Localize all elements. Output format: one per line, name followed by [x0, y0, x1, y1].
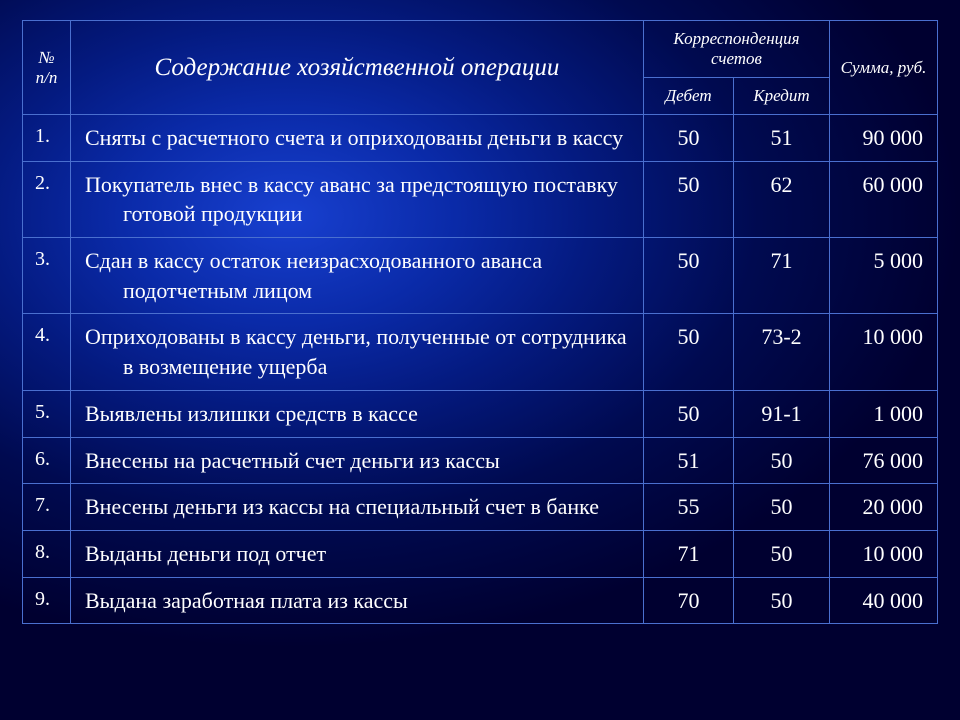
- cell-desc: Сняты с расчетного счета и оприходованы …: [71, 115, 644, 162]
- cell-credit: 51: [733, 115, 829, 162]
- table-row: 1. Сняты с расчетного счета и оприходова…: [23, 115, 938, 162]
- cell-credit: 62: [733, 161, 829, 237]
- cell-num: 6.: [23, 437, 71, 484]
- cell-desc: Оприходованы в кассу деньги, полученные …: [71, 314, 644, 390]
- cell-sum: 40 000: [830, 577, 938, 624]
- cell-sum: 90 000: [830, 115, 938, 162]
- cell-debit: 55: [643, 484, 733, 531]
- cell-num: 9.: [23, 577, 71, 624]
- table-row: 7. Внесены деньги из кассы на специальны…: [23, 484, 938, 531]
- header-credit: Кредит: [733, 78, 829, 115]
- cell-num: 8.: [23, 530, 71, 577]
- cell-credit: 73-2: [733, 314, 829, 390]
- cell-sum: 60 000: [830, 161, 938, 237]
- cell-debit: 50: [643, 115, 733, 162]
- header-corr: Корреспонденция счетов: [643, 21, 829, 78]
- slide-container: № п/п Содержание хозяйственной операции …: [0, 0, 960, 634]
- cell-credit: 91-1: [733, 390, 829, 437]
- cell-credit: 50: [733, 577, 829, 624]
- cell-num: 1.: [23, 115, 71, 162]
- cell-desc: Сдан в кассу остаток неизрасходованного …: [71, 238, 644, 314]
- table-row: 5. Выявлены излишки средств в кассе 50 9…: [23, 390, 938, 437]
- table-body: 1. Сняты с расчетного счета и оприходова…: [23, 115, 938, 624]
- cell-debit: 50: [643, 390, 733, 437]
- cell-sum: 76 000: [830, 437, 938, 484]
- cell-sum: 5 000: [830, 238, 938, 314]
- cell-num: 2.: [23, 161, 71, 237]
- header-sum: Сумма, руб.: [830, 21, 938, 115]
- cell-debit: 50: [643, 314, 733, 390]
- table-row: 4. Оприходованы в кассу деньги, полученн…: [23, 314, 938, 390]
- cell-desc: Выдана заработная плата из кассы: [71, 577, 644, 624]
- table-row: 3. Сдан в кассу остаток неизрасходованно…: [23, 238, 938, 314]
- cell-num: 7.: [23, 484, 71, 531]
- table-row: 9. Выдана заработная плата из кассы 70 5…: [23, 577, 938, 624]
- cell-credit: 50: [733, 530, 829, 577]
- cell-num: 4.: [23, 314, 71, 390]
- cell-debit: 50: [643, 238, 733, 314]
- cell-desc: Покупатель внес в кассу аванс за предсто…: [71, 161, 644, 237]
- cell-debit: 71: [643, 530, 733, 577]
- cell-credit: 50: [733, 437, 829, 484]
- cell-sum: 10 000: [830, 314, 938, 390]
- cell-sum: 1 000: [830, 390, 938, 437]
- cell-sum: 20 000: [830, 484, 938, 531]
- cell-debit: 51: [643, 437, 733, 484]
- cell-debit: 50: [643, 161, 733, 237]
- table-row: 8. Выданы деньги под отчет 71 50 10 000: [23, 530, 938, 577]
- header-debit: Дебет: [643, 78, 733, 115]
- cell-desc: Выданы деньги под отчет: [71, 530, 644, 577]
- cell-desc: Внесены деньги из кассы на специальный с…: [71, 484, 644, 531]
- cell-credit: 50: [733, 484, 829, 531]
- cell-sum: 10 000: [830, 530, 938, 577]
- cell-num: 5.: [23, 390, 71, 437]
- cell-credit: 71: [733, 238, 829, 314]
- cell-debit: 70: [643, 577, 733, 624]
- table-row: 2. Покупатель внес в кассу аванс за пред…: [23, 161, 938, 237]
- header-desc: Содержание хозяйственной операции: [71, 21, 644, 115]
- cell-desc: Выявлены излишки средств в кассе: [71, 390, 644, 437]
- table-header: № п/п Содержание хозяйственной операции …: [23, 21, 938, 115]
- header-num: № п/п: [23, 21, 71, 115]
- accounting-table: № п/п Содержание хозяйственной операции …: [22, 20, 938, 624]
- table-row: 6. Внесены на расчетный счет деньги из к…: [23, 437, 938, 484]
- cell-desc: Внесены на расчетный счет деньги из касс…: [71, 437, 644, 484]
- cell-num: 3.: [23, 238, 71, 314]
